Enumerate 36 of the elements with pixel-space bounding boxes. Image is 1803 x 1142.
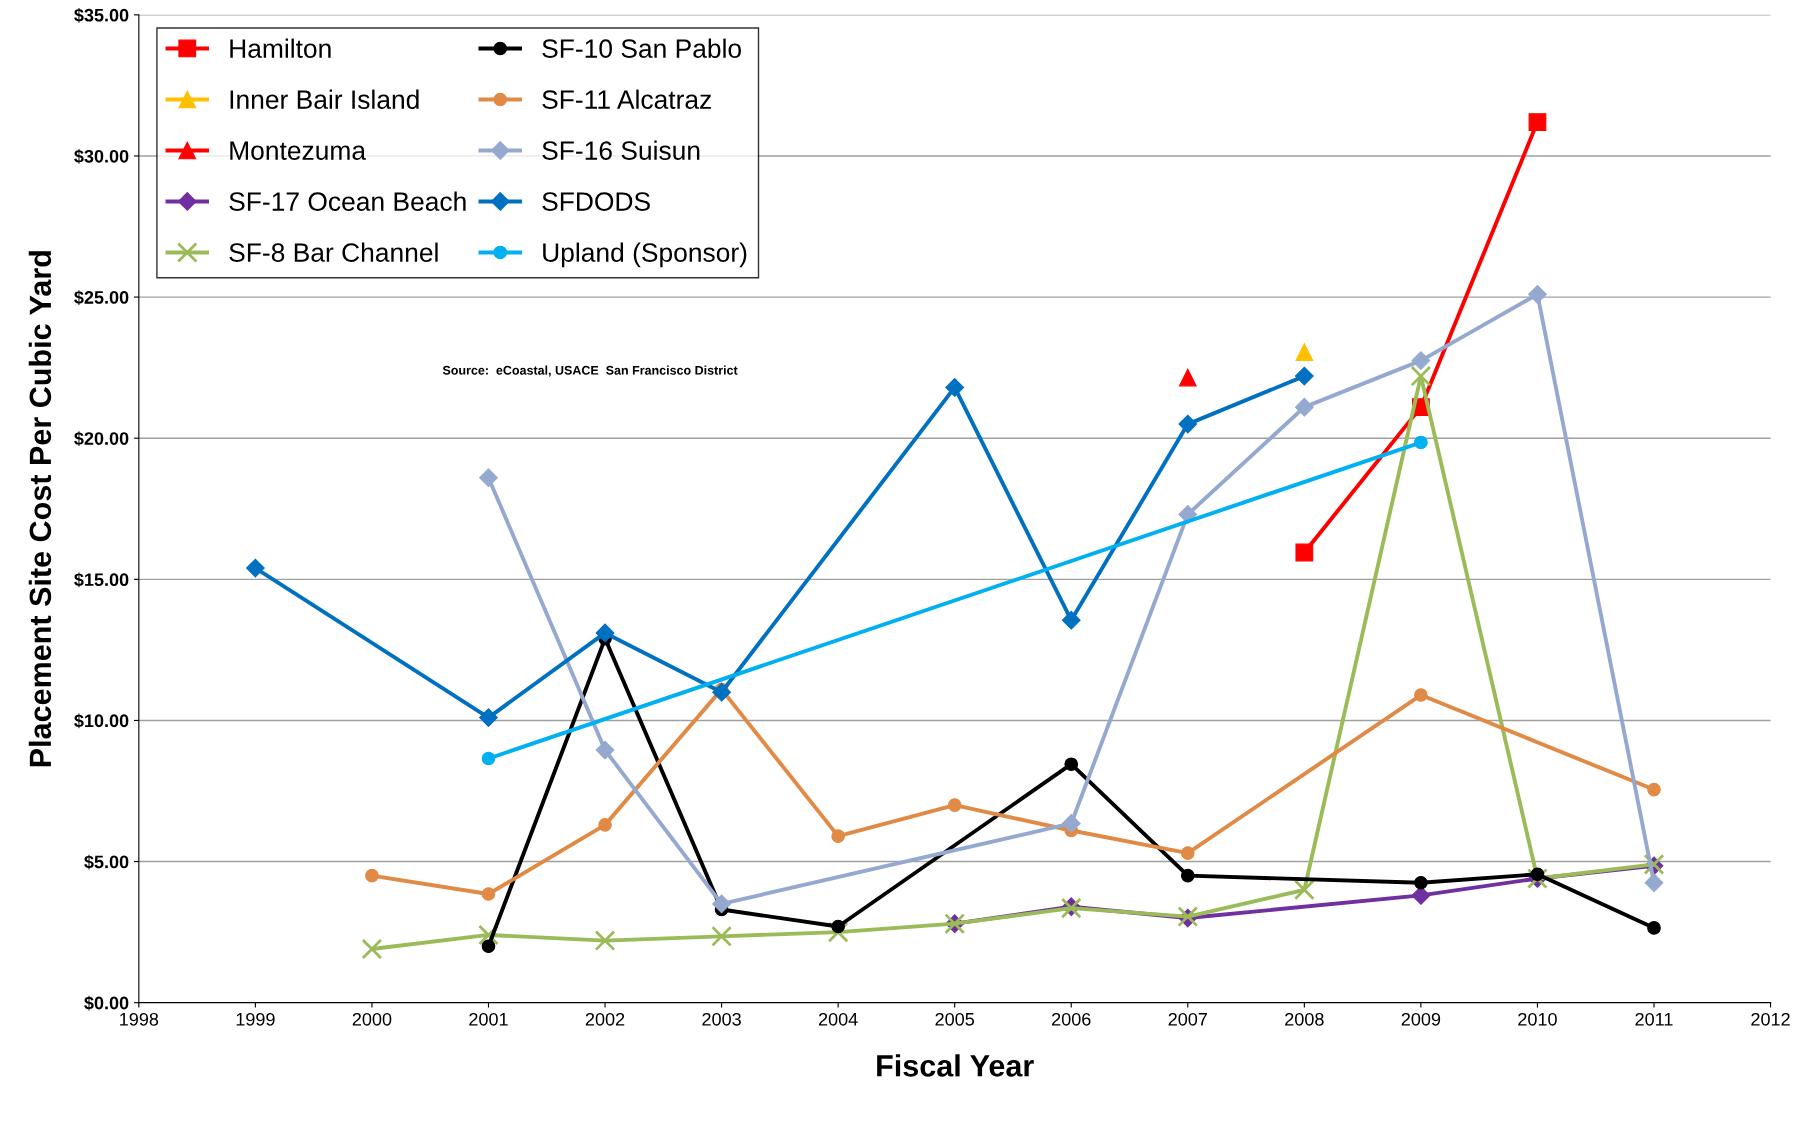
x-axis-title: Fiscal Year xyxy=(877,1054,1034,1077)
legend-label: Upland (Sponsor) xyxy=(543,242,747,268)
y-tick-label: $0.00 xyxy=(84,995,129,1011)
x-tick-label: 2009 xyxy=(1401,1012,1441,1026)
legend-label: Inner Bair Island xyxy=(230,89,419,109)
x-tick-label: 1999 xyxy=(236,1012,275,1026)
x-tick-label: 2012 xyxy=(1751,1012,1790,1026)
x-tick-label: 2000 xyxy=(352,1012,392,1026)
legend-label: SF-11 Alcatraz xyxy=(542,89,711,109)
annotation: Source: eCoastal, USACE San Francisco District xyxy=(442,365,738,377)
legend-label: SF-16 Suisun xyxy=(542,140,700,160)
x-tick-label: 2006 xyxy=(1052,1012,1091,1026)
y-tick-label: $5.00 xyxy=(84,854,129,870)
x-tick-label: 2003 xyxy=(702,1012,741,1026)
legend-label: Montezuma xyxy=(230,141,367,160)
y-tick-label: $10.00 xyxy=(74,713,129,729)
x-tick-label: 2008 xyxy=(1285,1012,1324,1026)
x-tick-label: 2011 xyxy=(1635,1012,1673,1026)
y-tick-label: $30.00 xyxy=(74,149,129,164)
y-tick-label: $35.00 xyxy=(74,7,129,23)
y-axis-title: Placement Site Cost Per Cubic Yard xyxy=(28,251,52,767)
x-tick-label: 2010 xyxy=(1518,1012,1557,1026)
x-tick-label: 2001 xyxy=(469,1012,508,1026)
y-tick-label: $20.00 xyxy=(74,431,129,447)
legend-label: SFDODS xyxy=(542,192,650,211)
y-tick-label: $25.00 xyxy=(74,290,129,305)
legend-label: SF-8 Bar Channel xyxy=(229,242,438,262)
x-tick-label: 2004 xyxy=(818,1012,858,1026)
x-tick-label: 1998 xyxy=(120,1012,159,1026)
legend-label: SF-10 San Pablo xyxy=(542,38,742,58)
x-tick-label: 2005 xyxy=(935,1012,975,1026)
legend-label: SF-17 Ocean Beach xyxy=(229,191,466,211)
y-tick-label: $15.00 xyxy=(74,572,129,588)
legend-label: Hamilton xyxy=(230,38,331,58)
x-tick-label: 2002 xyxy=(585,1012,625,1026)
x-tick-label: 2007 xyxy=(1168,1012,1207,1026)
